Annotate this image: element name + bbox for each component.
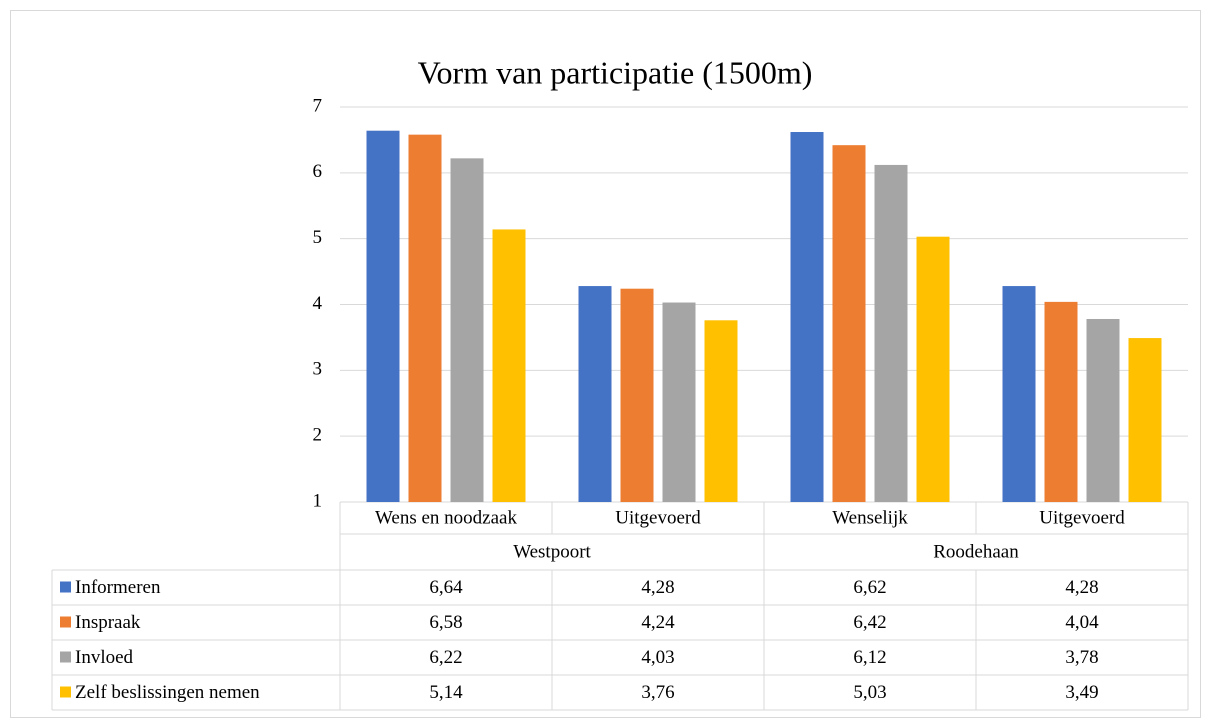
legend-label: Zelf beslissingen nemen bbox=[75, 682, 260, 703]
group-label: Westpoort bbox=[513, 541, 591, 562]
bar bbox=[578, 286, 612, 502]
table-value: 6,64 bbox=[429, 577, 463, 598]
bar bbox=[832, 145, 866, 502]
bar bbox=[620, 288, 654, 502]
bar bbox=[492, 229, 526, 502]
group-label: Roodehaan bbox=[933, 541, 1019, 562]
legend-swatch bbox=[60, 651, 71, 663]
y-tick-label: 5 bbox=[313, 227, 323, 248]
y-tick-label: 2 bbox=[313, 425, 323, 446]
bar bbox=[704, 320, 738, 502]
bar bbox=[1128, 338, 1162, 502]
chart-border bbox=[10, 10, 1201, 718]
table-value: 4,28 bbox=[641, 577, 674, 598]
bar bbox=[916, 236, 950, 503]
table-value: 6,22 bbox=[429, 647, 462, 668]
bar bbox=[408, 134, 442, 502]
chart-title: Vorm van participatie (1500m) bbox=[418, 54, 813, 90]
bar bbox=[1044, 301, 1078, 502]
table-value: 4,24 bbox=[641, 612, 675, 633]
table-value: 5,03 bbox=[853, 682, 886, 703]
bar bbox=[874, 164, 908, 502]
table-value: 6,12 bbox=[853, 647, 886, 668]
bar bbox=[1086, 318, 1120, 502]
table-value: 5,14 bbox=[429, 682, 463, 703]
x-tick-label: Wenselijk bbox=[832, 507, 908, 528]
bar bbox=[1002, 286, 1036, 502]
legend-swatch bbox=[60, 616, 71, 628]
y-tick-label: 3 bbox=[313, 359, 323, 380]
table-value: 4,03 bbox=[641, 647, 674, 668]
table-value: 3,78 bbox=[1065, 647, 1098, 668]
table-value: 6,42 bbox=[853, 612, 886, 633]
bar bbox=[366, 130, 400, 502]
legend-swatch bbox=[60, 581, 71, 593]
legend-label: Inspraak bbox=[75, 612, 141, 633]
y-tick-label: 4 bbox=[313, 293, 323, 314]
y-tick-label: 7 bbox=[313, 95, 323, 116]
table-value: 4,28 bbox=[1065, 577, 1098, 598]
bar bbox=[790, 132, 824, 502]
y-tick-label: 6 bbox=[313, 161, 323, 182]
table-value: 3,76 bbox=[641, 682, 674, 703]
bar bbox=[450, 158, 484, 502]
legend-label: Informeren bbox=[75, 577, 161, 598]
x-tick-label: Wens en noodzaak bbox=[375, 507, 517, 528]
table-value: 6,62 bbox=[853, 577, 886, 598]
table-value: 4,04 bbox=[1065, 612, 1099, 633]
x-tick-label: Uitgevoerd bbox=[615, 507, 701, 528]
table-value: 6,58 bbox=[429, 612, 462, 633]
legend-swatch bbox=[60, 686, 71, 698]
bar bbox=[662, 302, 696, 502]
y-tick-label: 1 bbox=[313, 490, 323, 511]
legend-label: Invloed bbox=[75, 647, 134, 668]
table-value: 3,49 bbox=[1065, 682, 1098, 703]
x-tick-label: Uitgevoerd bbox=[1039, 507, 1125, 528]
